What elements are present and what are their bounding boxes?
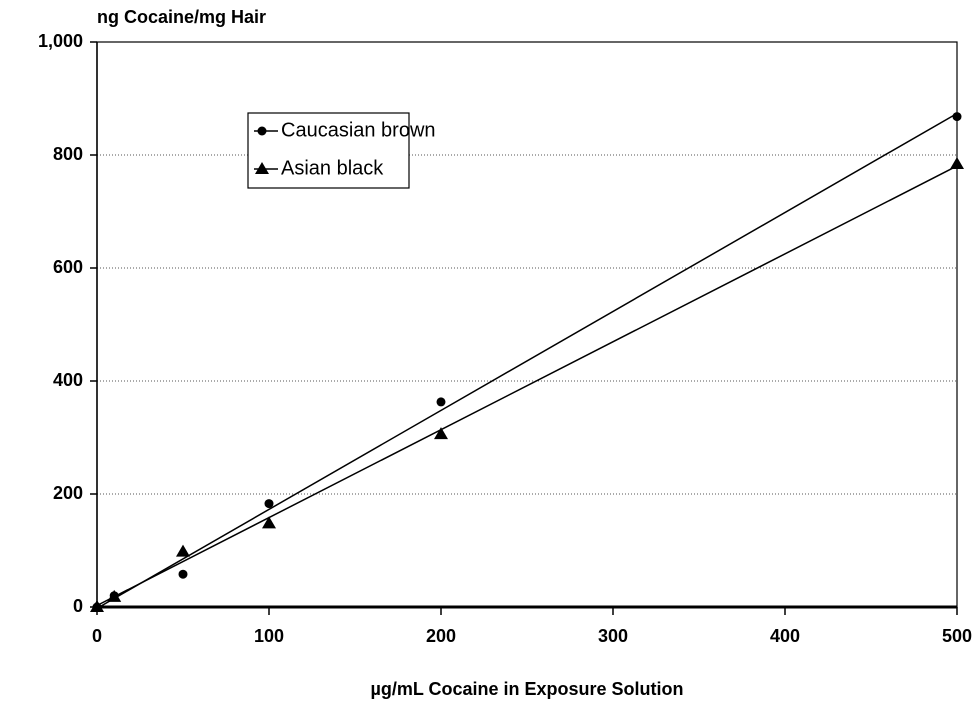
plot-frame bbox=[96, 41, 958, 608]
trend-line bbox=[96, 112, 958, 610]
marker bbox=[264, 499, 274, 509]
x-tick-label: 400 bbox=[770, 626, 800, 646]
x-tick-label: 100 bbox=[254, 626, 284, 646]
marker bbox=[176, 544, 190, 557]
y-tick-label: 400 bbox=[53, 370, 83, 390]
marker bbox=[262, 516, 276, 529]
y-tick-label: 800 bbox=[53, 144, 83, 164]
y-tick-label: 0 bbox=[73, 596, 83, 616]
marker bbox=[434, 427, 448, 440]
marker bbox=[255, 162, 269, 174]
marker bbox=[436, 397, 446, 407]
marker bbox=[950, 157, 964, 170]
marker bbox=[952, 112, 962, 122]
marker bbox=[257, 126, 267, 136]
x-tick-label: 200 bbox=[426, 626, 456, 646]
y-tick-label: 200 bbox=[53, 483, 83, 503]
x-axis-label: µg/mL Cocaine in Exposure Solution bbox=[370, 679, 683, 699]
legend-box bbox=[247, 112, 410, 189]
trend-line bbox=[96, 165, 958, 607]
marker bbox=[90, 600, 104, 612]
x-tick-label: 500 bbox=[942, 626, 972, 646]
marker bbox=[107, 589, 122, 602]
y-axis-label: ng Cocaine/mg Hair bbox=[97, 7, 266, 27]
x-tick-label: 0 bbox=[92, 626, 102, 646]
legend-label: Caucasian brown bbox=[281, 119, 436, 141]
legend-label: Asian black bbox=[281, 157, 384, 179]
y-tick-label: 1,000 bbox=[38, 31, 83, 51]
y-tick-label: 600 bbox=[53, 257, 83, 277]
x-tick-label: 300 bbox=[598, 626, 628, 646]
marker bbox=[178, 569, 188, 579]
